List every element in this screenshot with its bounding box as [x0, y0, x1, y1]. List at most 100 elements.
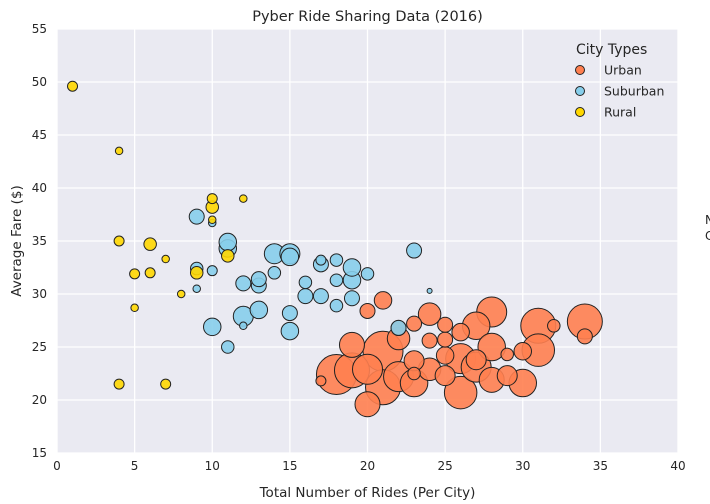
rural-point: [208, 215, 217, 225]
suburban-point: [188, 208, 205, 225]
rural-point: [221, 249, 235, 263]
y-tick-label: 45: [32, 128, 47, 142]
suburban-point: [235, 275, 252, 292]
legend-marker-suburban: [575, 86, 585, 96]
y-tick-label: 20: [32, 393, 47, 407]
urban-point: [406, 315, 423, 332]
suburban-point: [221, 340, 235, 354]
rural-point: [161, 254, 170, 264]
urban-point: [373, 291, 393, 310]
x-tick-label: 25: [437, 459, 452, 473]
urban-point: [451, 322, 470, 342]
urban-point: [421, 332, 438, 349]
urban-point: [417, 302, 442, 326]
suburban-point: [280, 321, 300, 341]
legend-title: City Types: [576, 42, 647, 58]
urban-point: [500, 347, 514, 362]
y-tick-label: 35: [32, 234, 47, 248]
suburban-point: [329, 298, 344, 313]
y-tick-label: 15: [32, 446, 47, 460]
suburban-point: [315, 254, 327, 266]
urban-point: [496, 365, 518, 387]
tick-labels: 0 5 10 15 20 25 30 35 40 15 20 25 30 35 40 45 50 55: [32, 22, 686, 473]
x-tick-label: 5: [131, 459, 139, 473]
urban-point: [359, 302, 376, 319]
x-tick-label: 15: [282, 459, 297, 473]
suburban-point: [218, 232, 238, 252]
rural-point: [130, 303, 139, 313]
y-tick-label: 55: [32, 22, 47, 36]
x-tick-label: 40: [670, 459, 685, 473]
urban-point: [576, 328, 593, 345]
urban-point: [443, 375, 478, 410]
series-rural: [67, 80, 248, 390]
x-axis-label: Total Number of Rides (Per City): [259, 485, 476, 501]
suburban-point: [298, 275, 313, 290]
suburban-point: [267, 266, 282, 280]
rural-point: [189, 266, 204, 280]
suburban-point: [192, 284, 201, 293]
suburban-point: [281, 305, 298, 322]
chart-title: Pyber Ride Sharing Data (2016): [252, 9, 483, 25]
x-tick-label: 35: [593, 459, 608, 473]
legend-marker-rural: [575, 107, 585, 117]
suburban-point: [250, 271, 267, 288]
rural-point: [143, 237, 157, 251]
suburban-point: [343, 290, 360, 307]
urban-point: [407, 366, 421, 381]
urban-point: [354, 391, 381, 418]
legend-label-suburban: Suburban: [604, 84, 664, 99]
y-tick-label: 50: [32, 75, 47, 89]
urban-point: [435, 346, 455, 365]
urban-point: [352, 353, 383, 385]
suburban-point: [312, 288, 329, 305]
rural-point: [144, 267, 156, 279]
data-points: [67, 80, 603, 418]
urban-point: [437, 316, 454, 333]
clipped-annotation-c: C: [705, 229, 710, 243]
y-tick-label: 25: [32, 340, 47, 354]
rural-point: [239, 194, 248, 203]
legend-label-urban: Urban: [604, 63, 642, 78]
urban-point: [315, 375, 327, 387]
rural-point: [67, 80, 79, 92]
urban-point: [547, 319, 561, 333]
urban-point: [465, 349, 487, 371]
legend-label-rural: Rural: [604, 105, 636, 120]
suburban-point: [206, 265, 218, 277]
y-axis-label: Average Fare ($): [9, 185, 25, 297]
rural-point: [113, 235, 125, 247]
suburban-point: [329, 253, 344, 267]
rural-point: [160, 378, 172, 390]
suburban-point: [203, 317, 222, 337]
legend: City Types Urban Suburban Rural: [575, 42, 664, 120]
urban-point: [338, 331, 365, 358]
suburban-point: [360, 267, 375, 281]
suburban-point: [406, 242, 423, 259]
rural-point: [206, 193, 218, 205]
x-tick-label: 30: [515, 459, 530, 473]
urban-point: [437, 331, 454, 348]
x-tick-label: 0: [53, 459, 61, 473]
suburban-point: [329, 273, 344, 287]
suburban-point: [342, 258, 362, 277]
clipped-annotation-n: N: [705, 213, 710, 227]
rural-point: [176, 289, 186, 299]
y-tick-label: 30: [32, 287, 47, 301]
rural-point: [114, 146, 124, 156]
legend-marker-urban: [575, 65, 585, 75]
series-urban: [315, 291, 603, 418]
x-tick-label: 10: [205, 459, 220, 473]
y-tick-label: 40: [32, 181, 47, 195]
suburban-point: [390, 319, 407, 336]
urban-point: [513, 341, 532, 361]
suburban-point: [280, 247, 300, 267]
rural-point: [129, 268, 141, 280]
suburban-point: [239, 321, 248, 331]
series-suburban: [188, 208, 433, 354]
suburban-point: [249, 300, 269, 320]
urban-point: [434, 365, 456, 387]
suburban-point: [297, 288, 314, 305]
suburban-point: [426, 287, 433, 294]
